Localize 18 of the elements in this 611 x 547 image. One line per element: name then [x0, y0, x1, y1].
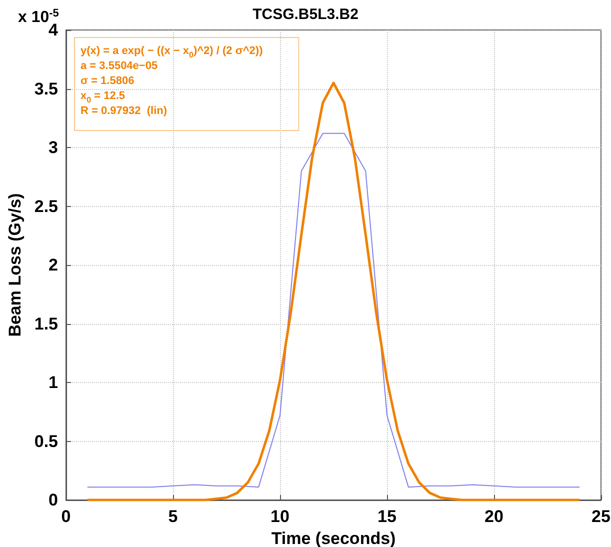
x-tick-label: 25: [592, 507, 610, 526]
y-tick-label: 1.5: [34, 314, 58, 334]
line-series: [86, 132, 580, 488]
x-tick-label: 0: [61, 507, 71, 526]
x-tick-label: 10: [270, 507, 290, 526]
y-tick-label: 2.5: [34, 196, 58, 216]
x-tick-label: 5: [168, 507, 178, 526]
y-tick-label: 0.5: [34, 432, 58, 451]
y-tick-label: 3.5: [34, 79, 58, 98]
y-tick-label: 3: [48, 138, 58, 157]
y-tick-label: 0: [48, 490, 58, 510]
x-tick-label: 15: [378, 507, 396, 526]
y-tick-label: 1: [48, 373, 58, 392]
y-tick-label: 4: [48, 20, 59, 40]
y-axis-title: Beam Loss (Gy/s): [5, 193, 24, 337]
chart-title: TCSG.B5L3.B2: [252, 6, 358, 23]
y-tick-label: 2: [48, 256, 58, 274]
x-tick-label: 20: [484, 507, 504, 526]
